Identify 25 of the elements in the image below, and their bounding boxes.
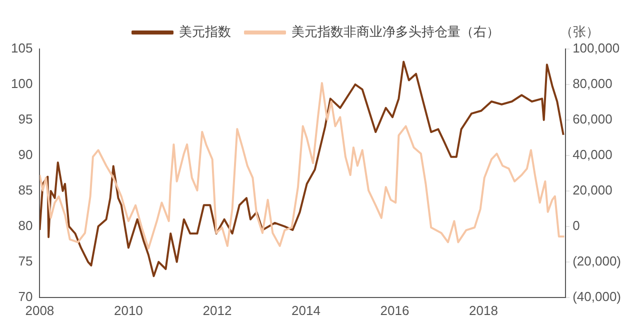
- y2-tick-label: (20,000): [572, 253, 621, 268]
- y-tick-label: 75: [18, 253, 33, 268]
- y2-tick-label: 80,000: [572, 76, 612, 92]
- y2-axis-title: （张）: [560, 24, 600, 40]
- y-tick-label: 100: [10, 76, 33, 92]
- y2-tick-label: 0: [572, 218, 580, 234]
- x-tick-label: 2008: [25, 302, 54, 318]
- y2-tick-label: 60,000: [572, 112, 612, 127]
- y-tick-label: 70: [18, 288, 33, 304]
- legend-label: 美元指数非商业净多头持仓量（右）: [292, 24, 500, 40]
- y-tick-label: 105: [10, 40, 33, 56]
- y-tick-label: 90: [18, 147, 33, 162]
- y-tick-label: 95: [18, 112, 33, 127]
- y-tick-label: 80: [18, 218, 33, 234]
- y-tick-label: 85: [18, 182, 33, 198]
- x-tick-label: 2014: [292, 302, 320, 318]
- y2-tick-label: 20,000: [572, 182, 612, 198]
- x-tick-label: 2012: [202, 302, 232, 318]
- y2-tick-label: 100,000: [572, 40, 620, 56]
- x-tick-label: 2018: [469, 302, 498, 318]
- x-tick-label: 2016: [380, 302, 410, 318]
- y2-tick-label: 40,000: [572, 147, 612, 162]
- x-tick-label: 2010: [114, 302, 143, 318]
- y2-tick-label: (40,000): [572, 288, 621, 304]
- legend-label: 美元指数: [179, 24, 231, 40]
